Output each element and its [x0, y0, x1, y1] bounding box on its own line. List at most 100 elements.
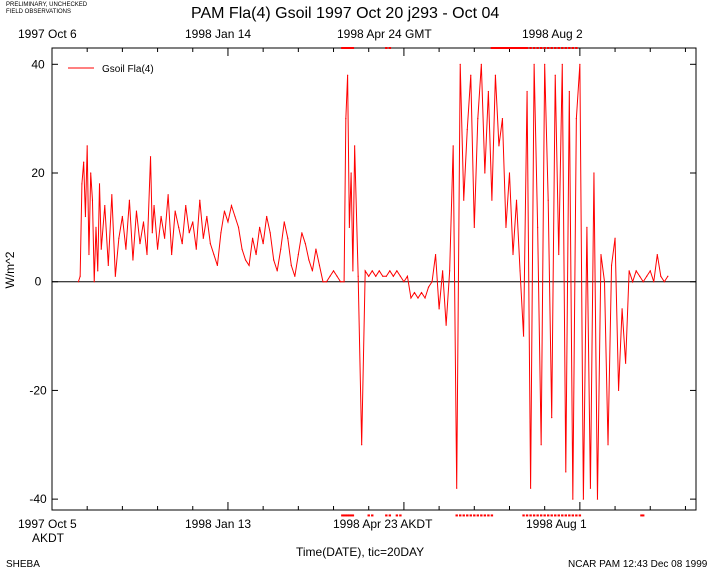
y-tick-label: 40 [31, 57, 45, 71]
data-point [660, 275, 662, 277]
plot-frame [51, 47, 697, 511]
clipped-marker [483, 514, 487, 517]
data-point [181, 243, 183, 245]
data-point [269, 232, 271, 234]
data-point [603, 281, 606, 283]
legend: Gsoil Fla(4) [68, 64, 154, 75]
data-point [491, 199, 493, 201]
y-axis-label: W/m^2 [3, 251, 17, 288]
data-point [663, 281, 665, 283]
data-point [382, 275, 384, 277]
data-point [568, 90, 570, 93]
clipped-marker [341, 47, 344, 49]
clipped-marker [371, 514, 374, 517]
clipped-marker [532, 514, 536, 517]
data-point [81, 183, 83, 185]
data-point [206, 215, 208, 218]
data-point [202, 237, 204, 239]
data-point [484, 172, 486, 174]
data-point [600, 253, 602, 256]
data-point [104, 205, 106, 207]
clipped-marker [508, 47, 511, 49]
data-point [424, 297, 426, 299]
data-point [88, 253, 90, 256]
top-tick-label-4: 1998 Aug 2 [522, 27, 583, 41]
clipped-marker [557, 514, 560, 517]
data-point [227, 221, 229, 223]
clipped-marker [561, 514, 564, 517]
data-point [653, 281, 655, 283]
data-point [635, 270, 637, 272]
data-point [84, 215, 87, 218]
data-point [273, 259, 275, 261]
data-point [614, 237, 616, 239]
data-point [558, 253, 560, 256]
data-point [547, 199, 549, 201]
clipped-marker [388, 47, 392, 49]
data-point [111, 194, 113, 196]
bottom-tick-label-3: 1998 Apr 23 AKDT [333, 517, 433, 531]
data-point [522, 335, 525, 337]
data-point [160, 215, 162, 218]
clipped-marker [351, 47, 355, 49]
data-point [537, 226, 539, 228]
data-point [480, 63, 482, 65]
clipped-marker [510, 47, 513, 49]
data-point [456, 487, 458, 489]
data-point [352, 270, 354, 272]
data-point [575, 118, 577, 120]
data-point [519, 270, 521, 272]
clipped-marker [476, 514, 480, 517]
data-point [371, 270, 373, 272]
data-point [192, 221, 194, 223]
clipped-marker [546, 514, 550, 517]
y-tick-label: -40 [29, 492, 47, 506]
data-point [487, 90, 489, 93]
clipped-marker [342, 514, 346, 517]
data-point [357, 275, 359, 277]
data-point [607, 444, 609, 446]
clipped-marker [640, 514, 643, 517]
preliminary-note-line2: FIELD OBSERVATIONS [6, 9, 72, 15]
data-point [452, 145, 454, 147]
data-point [195, 248, 197, 250]
data-point [515, 199, 518, 201]
data-point [350, 172, 352, 174]
clipped-marker [346, 514, 349, 517]
data-series [77, 47, 669, 517]
data-point [244, 259, 247, 261]
data-point [93, 281, 95, 283]
data-point [237, 226, 240, 228]
clipped-marker [518, 47, 522, 49]
data-point [248, 264, 250, 267]
data-point [91, 199, 94, 201]
clipped-marker [532, 47, 536, 49]
clipped-marker [469, 514, 472, 517]
clipped-marker [480, 514, 483, 517]
top-tick-label-3: 1998 Apr 24 GMT [337, 27, 432, 41]
clipped-marker [349, 514, 353, 517]
clipped-marker [506, 47, 509, 49]
data-point [396, 270, 398, 272]
clipped-marker [554, 514, 557, 517]
data-point [266, 215, 268, 218]
clipped-marker [525, 514, 529, 517]
data-point [508, 172, 511, 174]
data-point [79, 275, 81, 277]
data-point [449, 270, 451, 272]
clipped-marker [348, 47, 351, 49]
data-point [294, 275, 296, 277]
data-point [505, 226, 507, 228]
y-tick-label: -20 [29, 383, 47, 397]
data-point [329, 275, 331, 277]
clipped-marker [346, 47, 349, 49]
data-point [304, 243, 306, 245]
clipped-marker [578, 514, 582, 517]
data-point [392, 275, 394, 277]
clipped-marker [515, 47, 518, 49]
data-point [596, 498, 599, 500]
clipped-marker [568, 514, 571, 517]
data-point [406, 275, 409, 277]
data-point [209, 243, 211, 245]
data-point [389, 270, 391, 272]
